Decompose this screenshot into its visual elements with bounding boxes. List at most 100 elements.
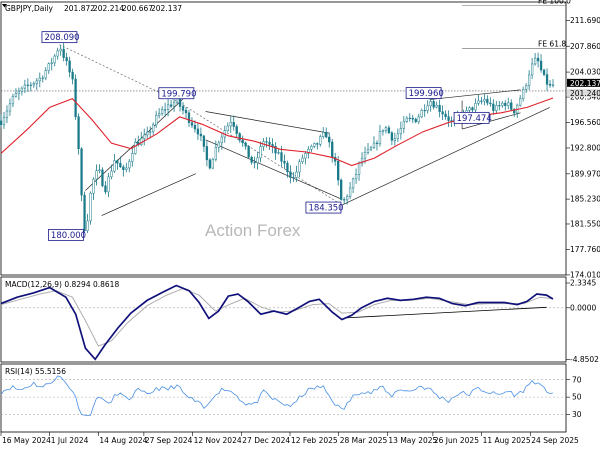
- candle-body: [399, 128, 402, 135]
- candle-body: [98, 169, 101, 171]
- time-tick-label: 16 May 2024: [2, 436, 51, 445]
- candle-body: [319, 136, 322, 145]
- time-tick-label: 27 Sep 2024: [145, 436, 193, 445]
- candle-body: [369, 147, 373, 150]
- candle-body: [62, 48, 65, 58]
- candle-body: [119, 162, 122, 168]
- candle-body: [56, 50, 59, 57]
- candle-body: [20, 87, 24, 92]
- candle-body: [316, 143, 319, 145]
- candle-body: [492, 103, 495, 111]
- candle-body: [44, 70, 47, 79]
- candle-body: [545, 74, 549, 85]
- candle-body: [59, 48, 62, 52]
- candle-body: [74, 78, 77, 118]
- rsi-axis: 70 50 30: [566, 375, 582, 419]
- candle-body: [378, 131, 382, 145]
- time-tick-label: 1 Jul 2024: [51, 436, 89, 445]
- price-tick-label: 207.860: [570, 42, 600, 51]
- symbol-dropdown-icon: [2, 4, 7, 8]
- candle-body: [53, 55, 56, 64]
- price-tick-label: 192.800: [570, 144, 600, 153]
- candle-body: [181, 106, 185, 111]
- candle-body: [286, 162, 289, 173]
- candle-body: [551, 84, 555, 86]
- candle-body: [50, 62, 53, 65]
- dashed-trendline: [176, 100, 343, 206]
- candle-body: [131, 153, 134, 162]
- candle-body: [104, 185, 107, 193]
- candle-body: [250, 156, 253, 163]
- candle-body: [211, 159, 215, 169]
- candle-body: [527, 74, 531, 86]
- candle-body: [331, 141, 334, 158]
- candle-body: [184, 109, 188, 114]
- time-tick-label: 26 Jun 2025: [434, 436, 479, 445]
- current-price-label: 201.240: [570, 89, 600, 98]
- swing-label-box: [158, 87, 195, 100]
- swing-label: 208.090: [44, 33, 79, 43]
- candle-body: [217, 142, 220, 148]
- candle-body: [92, 178, 95, 194]
- candle-body: [128, 161, 131, 169]
- candle-body: [313, 143, 316, 147]
- candle-body: [68, 60, 71, 73]
- candle-body: [229, 121, 232, 127]
- candle-body: [238, 133, 241, 141]
- current-price-box: [567, 78, 600, 87]
- price-tick-label: 181.550: [570, 220, 600, 229]
- time-tick-label: 24 Sep 2025: [531, 436, 579, 445]
- candle-body: [289, 171, 292, 178]
- candle-body: [80, 148, 83, 196]
- candle-body: [423, 110, 426, 112]
- price-panel: Action Forex FE 100.0 FE 61.8 208.090 199.…: [0, 0, 600, 280]
- swing-label: 199.960: [409, 89, 444, 99]
- candle-body: [277, 152, 280, 154]
- candle-body: [444, 113, 447, 118]
- ohlc-close: 202.137: [151, 4, 182, 13]
- candle-body: [435, 105, 438, 108]
- time-tick-label: 12 Feb 2025: [291, 436, 338, 445]
- candle-body: [11, 95, 15, 105]
- candle-body: [166, 104, 170, 110]
- candle-body: [360, 157, 364, 164]
- time-tick-label: 13 May 2025: [388, 436, 437, 445]
- rsi-panel: 70 50 30 RSI(14) 55.5156: [0, 363, 582, 433]
- candle-body: [471, 107, 474, 111]
- channel-line: [101, 173, 196, 216]
- candle-body: [513, 109, 516, 114]
- macd-tick-label: -4.8502: [570, 355, 599, 364]
- candle-body: [351, 178, 355, 189]
- candle-body: [405, 117, 408, 122]
- candle-body: [2, 117, 6, 125]
- swing-label: 184.350: [308, 204, 343, 214]
- ohlc-high: 202.214: [93, 4, 124, 13]
- candle-body: [301, 157, 304, 163]
- ohlc-low: 200.667: [122, 4, 153, 13]
- candle-body: [295, 171, 298, 178]
- candle-body: [387, 127, 391, 133]
- price-tick-label: 200.340: [570, 93, 600, 102]
- candle-body: [110, 170, 113, 178]
- candle-body: [539, 60, 543, 71]
- candle-body: [172, 101, 176, 107]
- candle-body: [408, 117, 411, 119]
- candle-body: [220, 136, 223, 144]
- candle-body: [447, 116, 450, 121]
- price-tick-label: 177.760: [570, 245, 600, 254]
- swing-label-box: [305, 201, 342, 214]
- candle-body: [244, 142, 247, 147]
- time-tick-label: 12 Nov 2024: [194, 436, 242, 445]
- candle-body: [208, 159, 212, 169]
- candle-body: [187, 112, 191, 123]
- rsi-tick-label: 70: [572, 375, 582, 384]
- price-tick-label: 189.970: [570, 169, 600, 178]
- candle-body: [271, 144, 274, 147]
- candle-body: [536, 57, 540, 62]
- macd-tick-label: 2.3345: [570, 279, 596, 288]
- candle-body: [280, 152, 283, 162]
- candle-body: [41, 77, 44, 79]
- candle-body: [29, 84, 32, 86]
- time-tick-label: 11 Aug 2025: [483, 436, 531, 445]
- candle-body: [375, 142, 379, 145]
